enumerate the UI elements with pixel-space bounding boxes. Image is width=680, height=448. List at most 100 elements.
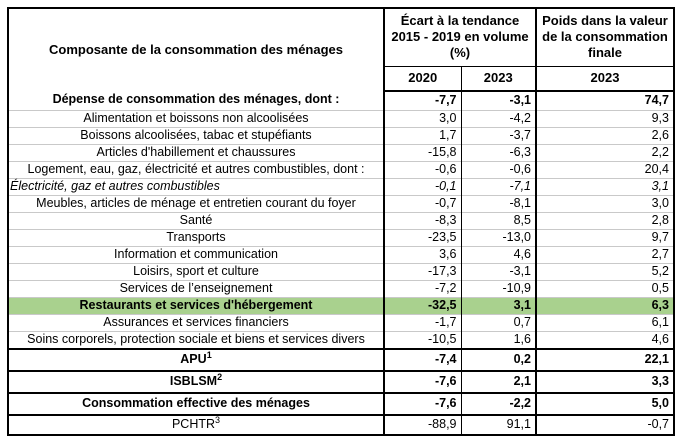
table-row: Dépense de consommation des ménages, don… — [8, 90, 674, 111]
row-label: Logement, eau, gaz, électricité et autre… — [8, 161, 385, 179]
value-poids: 3,1 — [536, 178, 674, 196]
column-header-poids: Poids dans la valeur de la consommation … — [536, 8, 674, 66]
value-2020: 3,0 — [384, 110, 462, 128]
value-2020: -7,6 — [384, 391, 462, 415]
value-2023: 0,7 — [461, 314, 537, 332]
row-label-text: Services de l’enseignement — [119, 281, 273, 296]
value-poids: 5,2 — [536, 263, 674, 281]
value-2023: -6,3 — [461, 144, 537, 162]
value-2023: -4,2 — [461, 110, 537, 128]
value-2020: 3,6 — [384, 246, 462, 264]
value-2020: -23,5 — [384, 229, 462, 247]
row-label-text: Information et communication — [114, 247, 278, 262]
value-2023: -10,9 — [461, 280, 537, 298]
row-label-text: APU — [180, 351, 207, 366]
value-2023: -7,1 — [461, 178, 537, 196]
value-2023: -3,1 — [461, 263, 537, 281]
value-2023: -0,6 — [461, 161, 537, 179]
value-poids: 20,4 — [536, 161, 674, 179]
value-2023: 1,6 — [461, 330, 537, 349]
table-header: Composante de la consommation des ménage… — [8, 8, 674, 92]
value-poids: 6,1 — [536, 314, 674, 332]
value-poids: 2,7 — [536, 246, 674, 264]
row-label: Loisirs, sport et culture — [8, 263, 385, 281]
value-poids: 9,7 — [536, 229, 674, 247]
row-label-text: Articles d'habillement et chaussures — [96, 145, 296, 160]
column-header-component: Composante de la consommation des ménage… — [8, 8, 385, 91]
value-2020: -17,3 — [384, 263, 462, 281]
row-label: ISBLSM2 — [8, 369, 385, 393]
row-label: Soins corporels, protection sociale et b… — [8, 330, 385, 349]
table-row: Logement, eau, gaz, électricité et autre… — [8, 161, 674, 179]
footnote-marker: 2 — [217, 371, 223, 382]
value-2020: -88,9 — [384, 413, 462, 435]
column-header-ecart-tendance: Écart à la tendance 2015 - 2019 en volum… — [384, 8, 537, 66]
table-row: Information et communication 3,6 4,6 2,7 — [8, 246, 674, 264]
row-label: Articles d'habillement et chaussures — [8, 144, 385, 162]
consumption-table: Composante de la consommation des ménage… — [7, 7, 675, 436]
value-poids: -0,7 — [536, 413, 674, 435]
value-poids: 5,0 — [536, 391, 674, 415]
row-label: Boissons alcoolisées, tabac et stupéfian… — [8, 127, 385, 145]
value-poids: 2,2 — [536, 144, 674, 162]
row-label: Électricité, gaz et autres combustibles — [8, 178, 385, 196]
row-label: Santé — [8, 212, 385, 230]
value-2020: 1,7 — [384, 127, 462, 145]
value-2020: -7,6 — [384, 369, 462, 393]
table-row: Consommation effective des ménages -7,6 -2… — [8, 391, 674, 415]
row-label-text: Transports — [166, 230, 226, 245]
value-poids: 22,1 — [536, 347, 674, 371]
value-poids: 4,6 — [536, 330, 674, 349]
row-label-text: Boissons alcoolisées, tabac et stupéfian… — [80, 128, 312, 143]
value-2020: -0,1 — [384, 178, 462, 196]
value-2023: -8,1 — [461, 195, 537, 213]
value-2020: -7,4 — [384, 347, 462, 371]
row-label-text: Électricité, gaz et autres combustibles — [10, 179, 220, 194]
value-2020: -10,5 — [384, 330, 462, 349]
row-label: Services de l’enseignement — [8, 280, 385, 298]
row-label-text: Logement, eau, gaz, électricité et autre… — [27, 162, 365, 177]
value-2023: 2,1 — [461, 369, 537, 393]
header-year-row: 2020 2023 2023 — [8, 65, 674, 92]
footnote-marker: 1 — [206, 349, 212, 360]
row-label: Dépense de consommation des ménages, don… — [8, 90, 385, 111]
value-2020: -0,7 — [384, 195, 462, 213]
row-label-text: ISBLSM — [169, 373, 218, 388]
table-row: Alimentation et boissons non alcoolisées… — [8, 110, 674, 128]
value-2023: 91,1 — [461, 413, 537, 435]
row-label-text: Dépense de consommation des ménages, don… — [52, 92, 340, 107]
table-row: Santé -8,3 8,5 2,8 — [8, 212, 674, 230]
value-2020: -8,3 — [384, 212, 462, 230]
value-2023: -3,1 — [461, 90, 537, 111]
row-label: Meubles, articles de ménage et entretien… — [8, 195, 385, 213]
table-row: Électricité, gaz et autres combustibles -… — [8, 178, 674, 196]
table-row: Loisirs, sport et culture -17,3 -3,1 5,2 — [8, 263, 674, 281]
value-2020: -1,7 — [384, 314, 462, 332]
value-2023: 0,2 — [461, 347, 537, 371]
value-poids: 74,7 — [644, 92, 669, 107]
value-2023: -3,7 — [461, 127, 537, 145]
table-row: Soins corporels, protection sociale et b… — [8, 330, 674, 349]
row-label: Information et communication — [8, 246, 385, 264]
value-poids: 2,8 — [536, 212, 674, 230]
table-row: Meubles, articles de ménage et entretien… — [8, 195, 674, 213]
table-row: Transports -23,5 -13,0 9,7 — [8, 229, 674, 247]
table-row: APU1 -7,4 0,2 22,1 — [8, 347, 674, 371]
row-label-text: Loisirs, sport et culture — [133, 264, 259, 279]
table-row: PCHTR3 -88,9 91,1 -0,7 — [8, 413, 674, 435]
value-2020: -7,7 — [384, 90, 462, 111]
row-label-text: Soins corporels, protection sociale et b… — [27, 332, 365, 346]
table-body: Dépense de consommation des ménages, don… — [8, 90, 674, 435]
value-2020: -7,2 — [384, 280, 462, 298]
value-2020: -15,8 — [384, 144, 462, 162]
table-row: ISBLSM2 -7,6 2,1 3,3 — [8, 369, 674, 393]
row-label: Alimentation et boissons non alcoolisées — [8, 110, 385, 128]
value-poids: 9,3 — [536, 110, 674, 128]
table-row: Restaurants et services d'hébergement -32… — [8, 297, 674, 315]
value-poids: 3,0 — [536, 195, 674, 213]
row-label-text: PCHTR — [171, 416, 216, 431]
value-2023: -2,2 — [461, 391, 537, 415]
value-poids: 6,3 — [536, 297, 674, 315]
table-row: Boissons alcoolisées, tabac et stupéfian… — [8, 127, 674, 145]
row-label: Assurances et services financiers — [8, 314, 385, 332]
